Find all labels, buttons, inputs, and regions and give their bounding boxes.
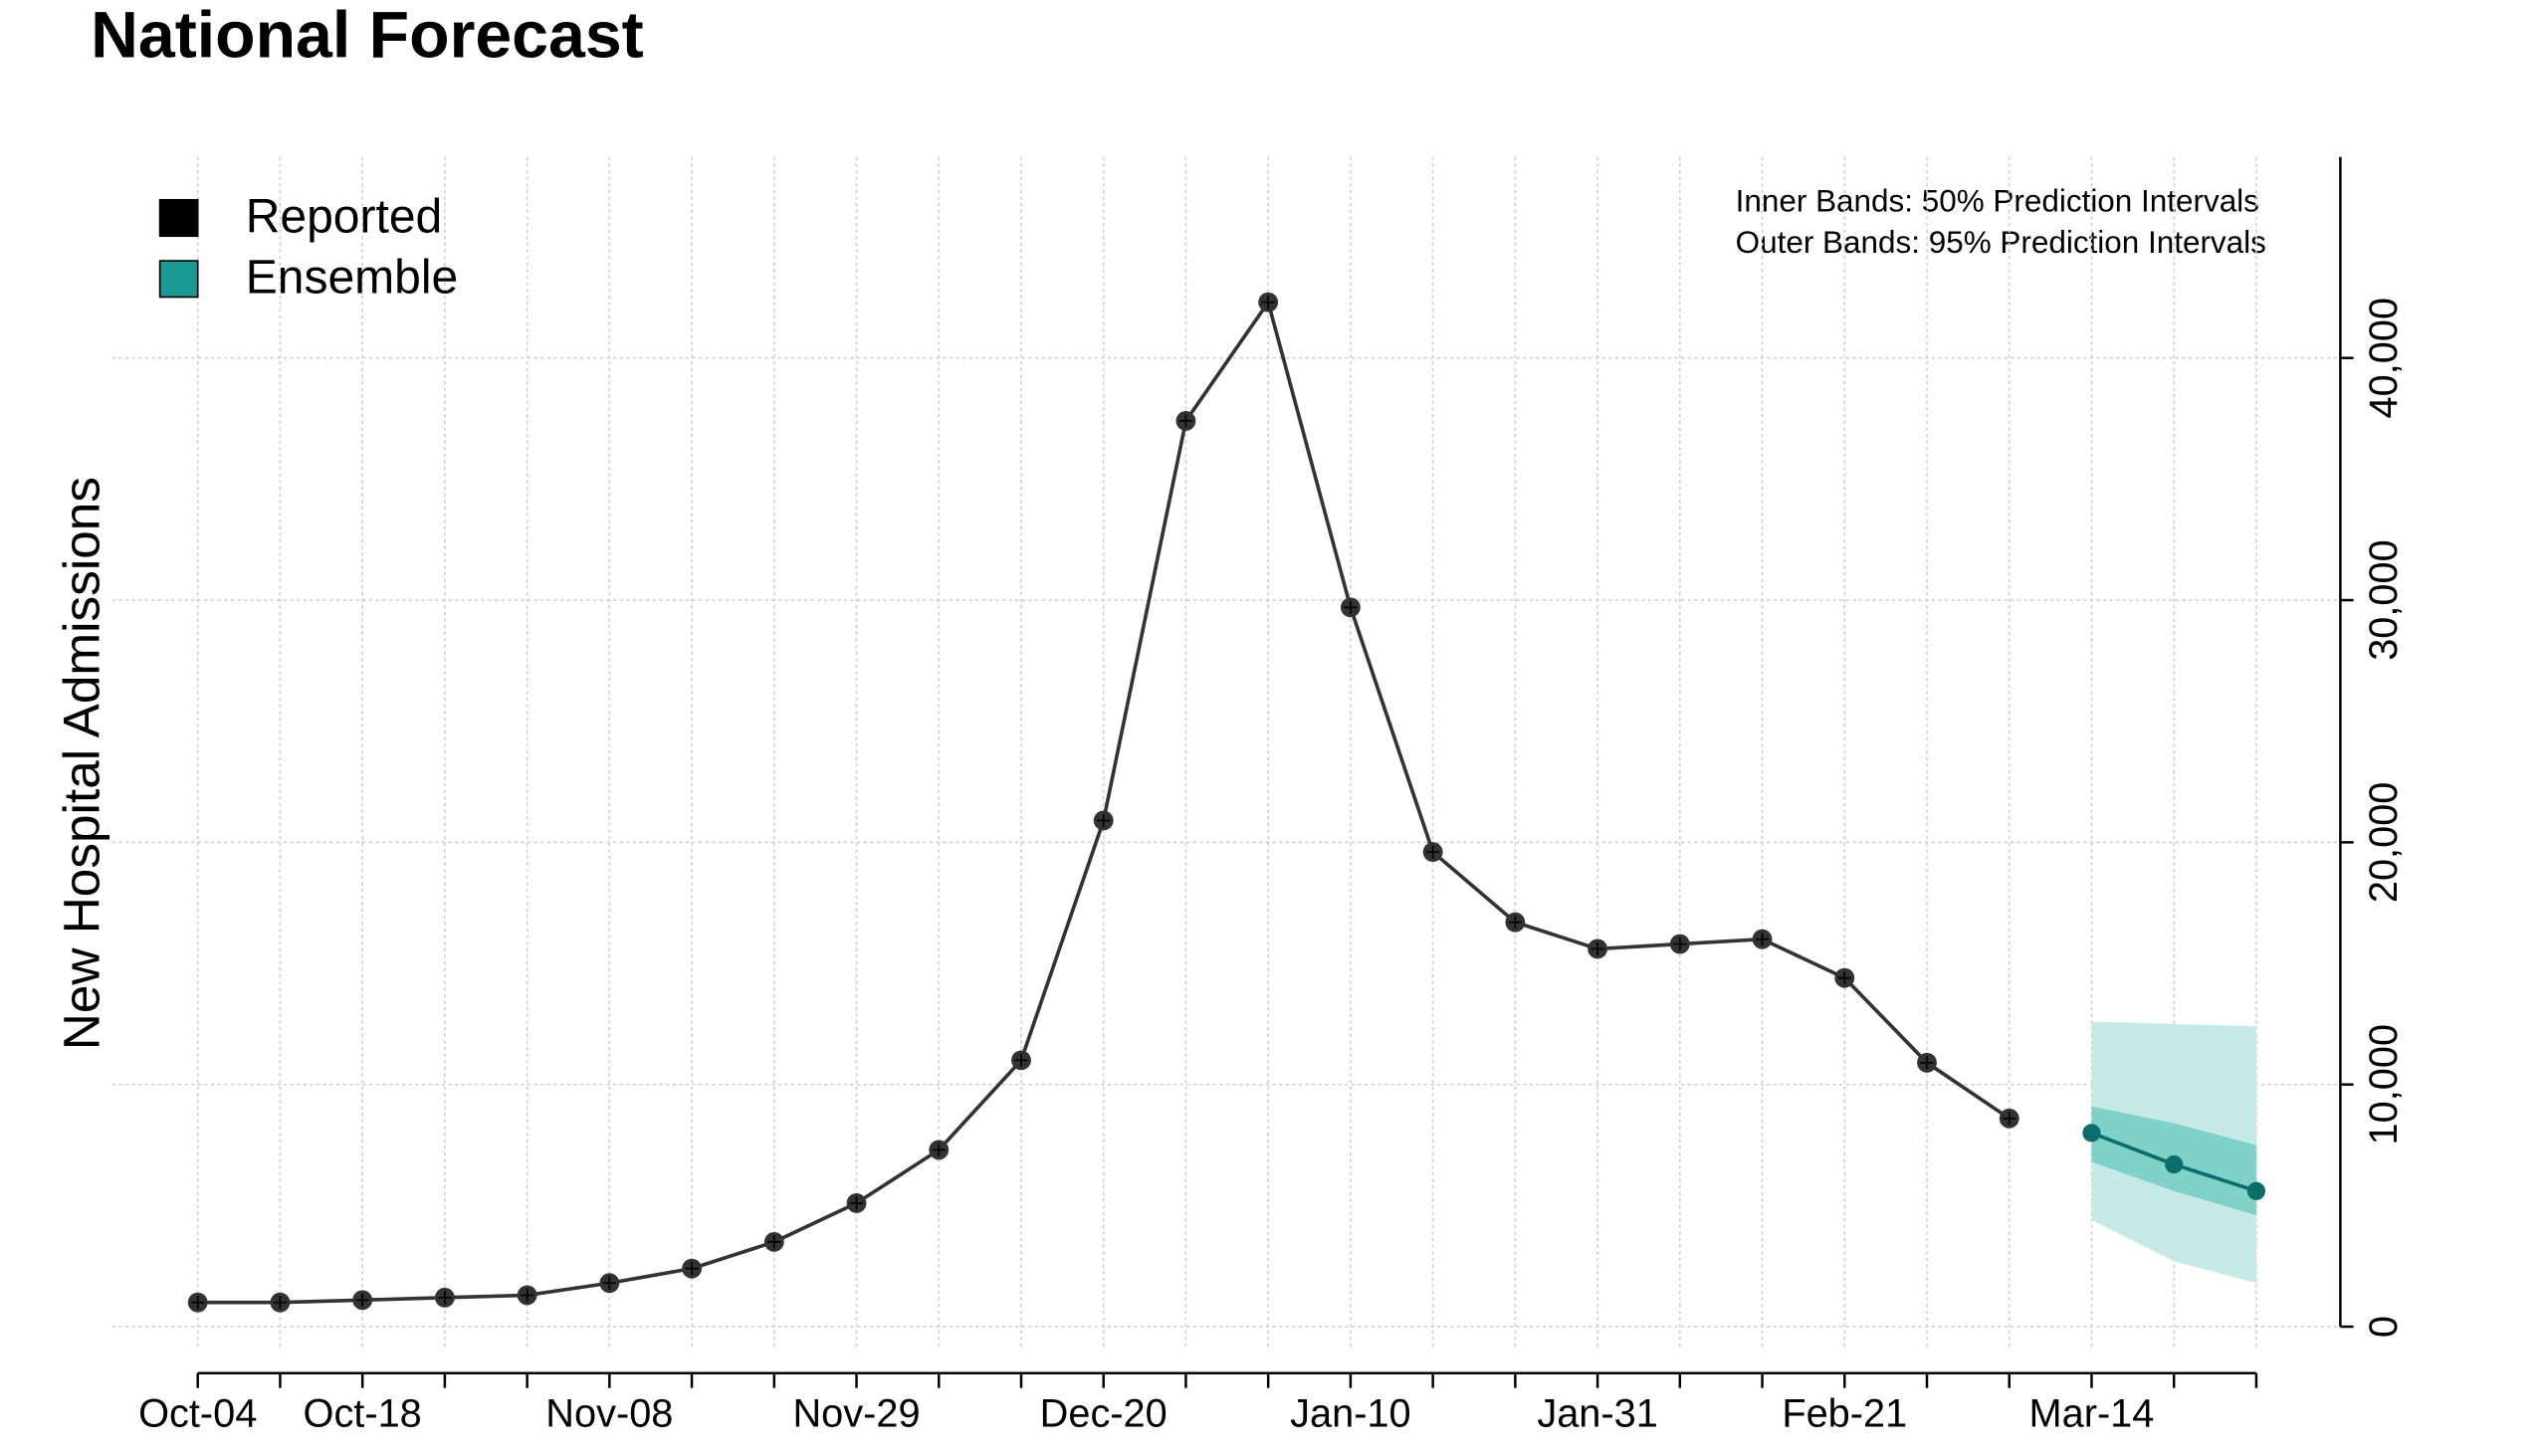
y-tick-label: 40,000 <box>2362 298 2406 419</box>
data-point-cross <box>1508 916 1522 930</box>
data-point-cross <box>849 1196 864 1210</box>
data-point <box>2165 1154 2184 1174</box>
legend-swatch <box>158 260 199 299</box>
x-tick-label: Nov-29 <box>792 1391 920 1435</box>
x-tick-label: Nov-08 <box>545 1391 673 1435</box>
data-point-cross <box>1344 600 1358 614</box>
x-tick-label: Mar-14 <box>2029 1391 2155 1435</box>
data-point-cross <box>273 1296 288 1310</box>
x-tick-label: Feb-21 <box>1782 1391 1907 1435</box>
data-point-cross <box>1178 414 1193 428</box>
data-point-cross <box>520 1288 534 1303</box>
x-tick-label: Jan-10 <box>1290 1391 1411 1435</box>
data-point-cross <box>1591 941 1604 956</box>
data-point-cross <box>602 1276 616 1290</box>
data-point-cross <box>2003 1112 2017 1126</box>
y-tick-label: 10,000 <box>2362 1024 2406 1145</box>
x-tick-label: Oct-04 <box>138 1391 257 1435</box>
data-point-cross <box>355 1293 369 1307</box>
x-tick-label: Oct-18 <box>304 1391 422 1435</box>
annotation: Inner Bands: 50% Prediction Intervals <box>1736 183 2259 218</box>
data-point-cross <box>191 1296 205 1310</box>
data-point <box>2246 1181 2266 1200</box>
data-point-cross <box>767 1235 781 1249</box>
data-point-cross <box>1097 813 1111 828</box>
legend-label: Reported <box>246 190 443 243</box>
data-point-cross <box>1755 933 1770 946</box>
data-point-cross <box>1920 1056 1934 1070</box>
y-tick-label: 0 <box>2362 1316 2406 1338</box>
data-point-cross <box>1673 936 1687 951</box>
annotation: Outer Bands: 95% Prediction Intervals <box>1736 225 2266 260</box>
y-tick-label: 20,000 <box>2362 782 2406 904</box>
x-tick-label: Dec-20 <box>1040 1391 1168 1435</box>
x-tick-label: Jan-31 <box>1537 1391 1658 1435</box>
data-point-cross <box>1261 296 1275 310</box>
y-axis-label: New Hospital Admissions <box>54 477 110 1050</box>
data-point-cross <box>685 1262 699 1276</box>
data-point-cross <box>1426 845 1440 859</box>
data-point <box>2082 1124 2101 1143</box>
data-point-cross <box>932 1143 946 1157</box>
legend-label: Ensemble <box>246 252 459 305</box>
data-point-cross <box>438 1291 452 1305</box>
data-point-cross <box>1014 1053 1028 1067</box>
legend-swatch <box>158 198 199 238</box>
data-point-cross <box>1837 971 1851 985</box>
y-tick-label: 30,000 <box>2362 539 2406 661</box>
chart-title: National Forecast <box>91 0 644 73</box>
